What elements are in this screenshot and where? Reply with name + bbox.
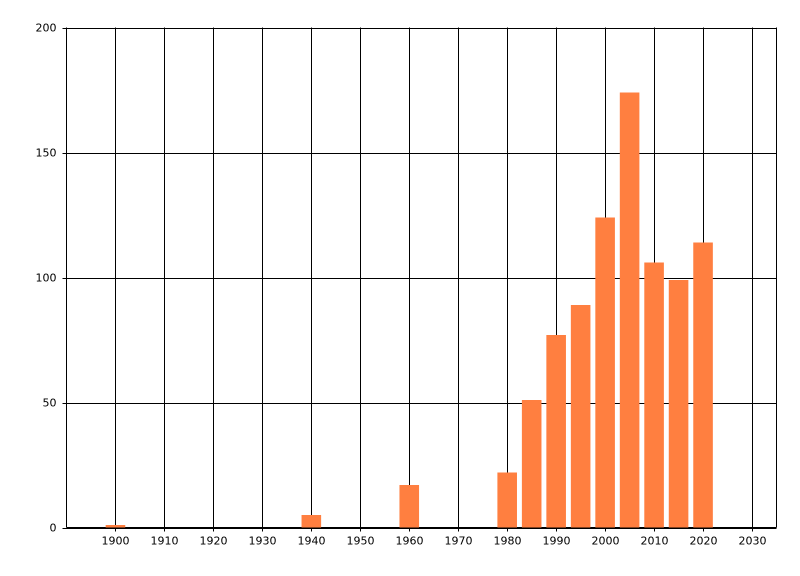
x-tick-label: 2000 bbox=[592, 535, 620, 548]
x-tick-label: 2030 bbox=[739, 535, 767, 548]
bar bbox=[668, 280, 689, 528]
x-tick-label: 1900 bbox=[102, 535, 130, 548]
x-tick-label: 2020 bbox=[690, 535, 718, 548]
x-tick-label: 1920 bbox=[200, 535, 228, 548]
x-tick-label: 1950 bbox=[347, 535, 375, 548]
bar bbox=[693, 242, 713, 528]
y-tick-label: 0 bbox=[50, 522, 57, 535]
bar bbox=[644, 262, 664, 528]
x-tick-label: 1960 bbox=[396, 535, 424, 548]
y-tick-label: 100 bbox=[36, 272, 57, 285]
x-tick-label: 1970 bbox=[445, 535, 473, 548]
y-tick-label: 150 bbox=[36, 147, 57, 160]
bar bbox=[497, 472, 517, 528]
x-tick-label: 1940 bbox=[298, 535, 326, 548]
bar bbox=[546, 335, 566, 528]
y-tick-label: 50 bbox=[43, 397, 57, 410]
x-tick-label: 1990 bbox=[543, 535, 571, 548]
y-tick-label: 200 bbox=[36, 22, 57, 35]
bar bbox=[399, 485, 420, 528]
bar bbox=[595, 217, 615, 528]
bar bbox=[521, 400, 542, 528]
x-tick-label: 1930 bbox=[249, 535, 277, 548]
x-tick-label: 1980 bbox=[494, 535, 522, 548]
bar bbox=[105, 525, 126, 528]
x-tick-label: 2010 bbox=[641, 535, 669, 548]
bar bbox=[301, 515, 322, 528]
x-tick-label: 1910 bbox=[151, 535, 179, 548]
bar bbox=[619, 92, 640, 528]
bar bbox=[570, 305, 591, 528]
